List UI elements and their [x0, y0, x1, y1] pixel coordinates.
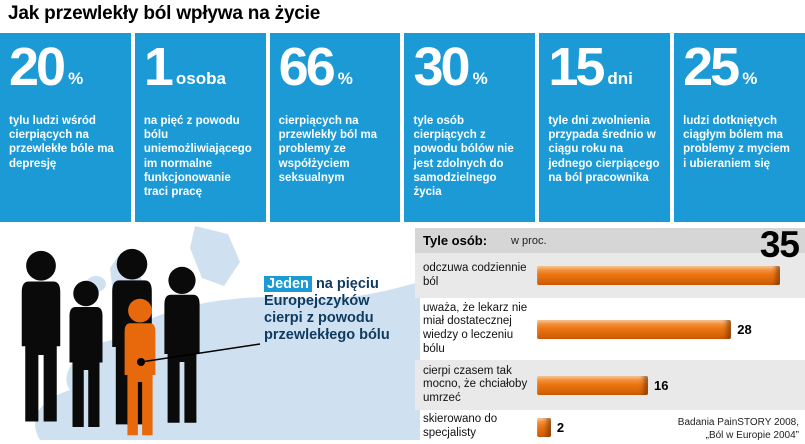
stat-value: 25 % — [683, 37, 796, 97]
stat-box-hygiene: 25 % ludzi dotkniętych ciągłym bólem ma … — [674, 33, 805, 222]
stat-unit: osoba — [175, 68, 226, 88]
stat-number: 1 — [143, 37, 174, 97]
chart-row-daily-pain: odczuwa codziennie ból — [415, 253, 805, 298]
stat-unit: % — [472, 68, 488, 88]
stat-number: 66 — [278, 37, 336, 97]
source-line-1: Badania PainSTORY 2008, — [677, 417, 799, 428]
page-title: Jak przewlekły ból wpływa na życie — [8, 3, 321, 24]
chart-row-specialist-referral: skierowano do specjalisty 2 — [415, 410, 805, 444]
stat-number: 30 — [413, 37, 470, 97]
stat-value: 20 % — [9, 37, 122, 97]
bar-value-label: 2 — [556, 419, 565, 435]
europe-map-graphic — [21, 226, 420, 440]
stat-unit: % — [68, 68, 84, 88]
stat-description: ludzi dotkniętych ciągłym bólem ma probl… — [683, 114, 790, 170]
stat-description: tyle osób cierpiących z powodu bólów nie… — [413, 114, 514, 199]
stat-number: 25 — [683, 37, 740, 97]
pain-bar-chart: Tyle osób: w proc. 35 odczuwa codziennie… — [415, 224, 805, 444]
bar — [537, 375, 649, 395]
stats-row: 20 % tylu ludzi wśród cierpiących na prz… — [0, 33, 805, 222]
annotation-highlight: Jeden — [264, 276, 312, 292]
stat-unit: dni — [607, 68, 633, 88]
bar-track: 28 — [537, 319, 805, 339]
stat-number: 15 — [548, 37, 605, 97]
source-line-2: „Ból w Europie 2004” — [705, 430, 799, 441]
bar-value-label: 28 — [737, 321, 752, 337]
stat-unit: % — [337, 68, 353, 88]
stat-description: cierpiących na przewlekły ból ma problem… — [278, 114, 378, 185]
bar-track: 2 — [537, 417, 805, 437]
stat-box-intimacy: 66 % cierpiących na przewlekły ból ma pr… — [269, 33, 401, 222]
chart-header: Tyle osób: w proc. — [415, 228, 805, 253]
stat-value: 66 % — [278, 37, 392, 97]
chart-row-doctor-knowledge: uważa, że lekarz nie miał dostatecznej w… — [415, 298, 805, 360]
europe-map-panel: Jeden na pięciu Europejczyków cierpi z p… — [0, 224, 420, 442]
annotation-text: na pięciu Europejczyków cierpi z powodu … — [264, 276, 390, 344]
stat-value: 1 osoba — [143, 37, 257, 97]
bar — [537, 417, 551, 437]
bar-value-label: 16 — [654, 377, 669, 393]
chart-unit-label: w proc. — [511, 234, 547, 247]
source-note: Badania PainSTORY 2008, „Ból w Europie 2… — [678, 416, 799, 442]
map-annotation: Jeden na pięciu Europejczyków cierpi z p… — [264, 276, 412, 344]
chart-max-value-label: 35 — [759, 224, 800, 265]
stat-description: na pięć z powodu bólu uniemożliwiającego… — [143, 114, 252, 199]
chart-title: Tyle osób: — [423, 233, 488, 248]
bar-label: uważa, że lekarz nie miał dostatecznej w… — [423, 301, 528, 355]
stat-box-independence: 30 % tyle osób cierpiących z powodu bóló… — [404, 33, 536, 222]
stat-number: 20 — [9, 37, 66, 97]
bar-label: cierpi czasem tak mocno, że chciałoby um… — [423, 364, 528, 404]
bar-track — [537, 266, 805, 285]
bar — [537, 266, 780, 285]
bar-label: skierowano do specjalisty — [423, 413, 498, 439]
chart-row-wish-to-die: cierpi czasem tak mocno, że chciałoby um… — [415, 360, 805, 410]
stat-box-job-loss: 1 osoba na pięć z powodu bólu uniemożliw… — [134, 33, 266, 222]
stat-box-sick-days: 15 dni tyle dni zwolnienia przypada śred… — [539, 33, 671, 222]
stat-description: tylu ludzi wśród cierpiących na przewlek… — [9, 114, 114, 170]
bar-track: 16 — [537, 375, 805, 395]
bar — [537, 319, 732, 339]
bar-label: odczuwa codziennie ból — [423, 261, 527, 288]
stat-value: 30 % — [413, 37, 526, 97]
bottom-section: Jeden na pięciu Europejczyków cierpi z p… — [0, 224, 805, 444]
stat-description: tyle dni zwolnienia przypada średnio w c… — [548, 114, 660, 185]
stat-box-depression: 20 % tylu ludzi wśród cierpiących na prz… — [0, 33, 131, 222]
annotation-connector — [137, 343, 261, 366]
stat-unit: % — [742, 68, 758, 88]
stat-value: 15 dni — [548, 37, 661, 97]
person-icon — [21, 250, 61, 422]
